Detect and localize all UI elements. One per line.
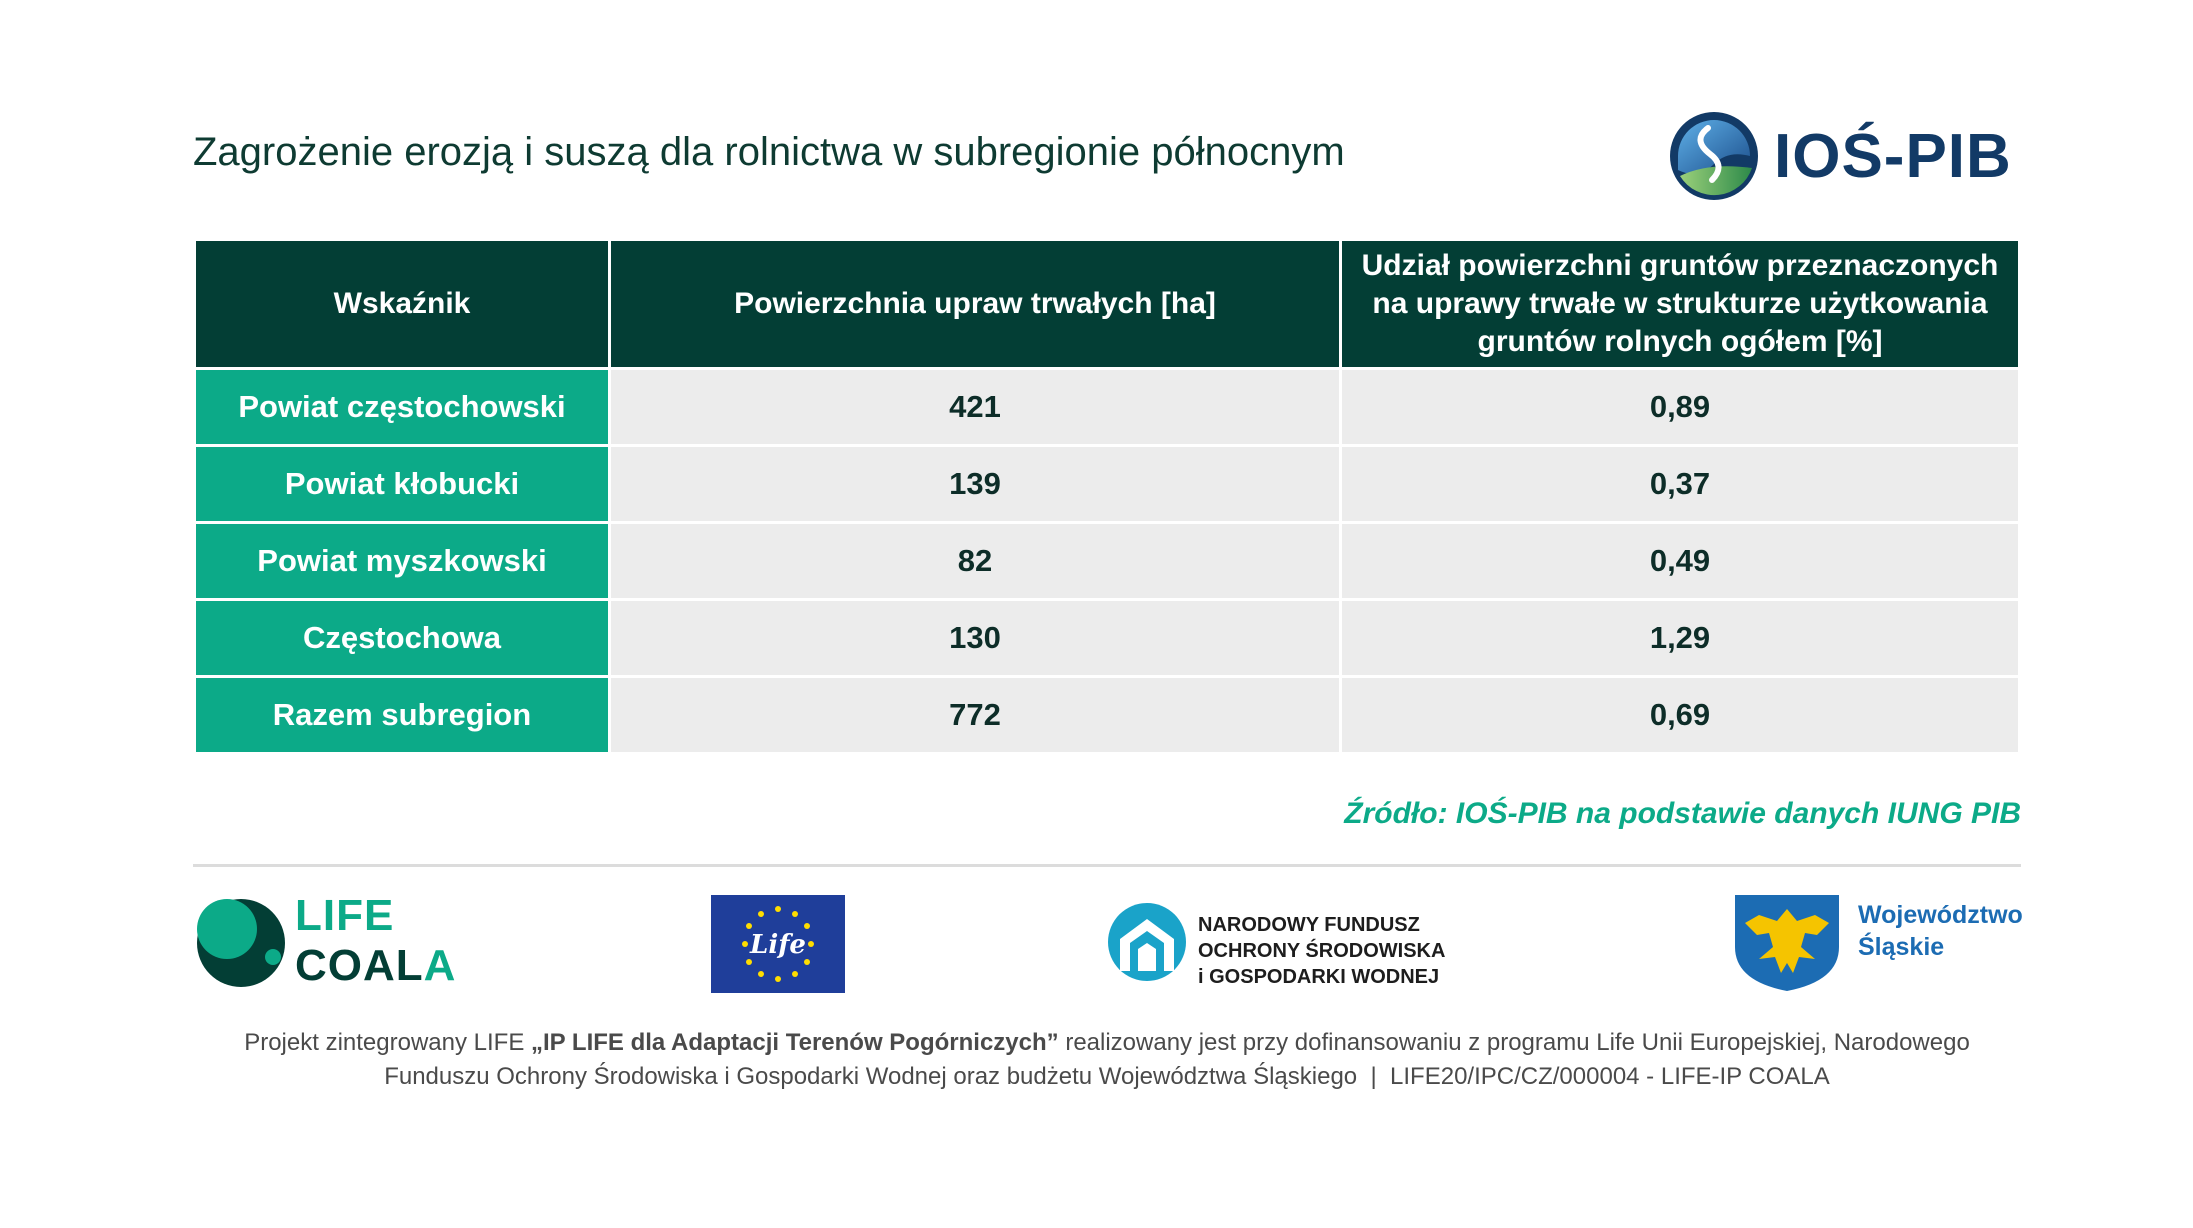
slaskie-logo [1731, 893, 1843, 998]
share-value: 1,29 [1339, 598, 2021, 678]
coala-text-accent: A [423, 941, 457, 990]
row-label: Powiat częstochowski [193, 367, 611, 447]
ios-pib-logo: IOŚ-PIB [1668, 110, 2012, 202]
eu-life-logo: Life [711, 895, 845, 998]
life-coala-emblem-icon [197, 899, 285, 987]
table-row: Powiat kłobucki 139 0,37 [193, 444, 2021, 524]
table-row: Powiat częstochowski 421 0,89 [193, 367, 2021, 447]
slaskie-eagle-crest-icon [1735, 895, 1839, 991]
nfosigw-emblem-icon [1108, 903, 1186, 981]
row-label: Częstochowa [193, 598, 611, 678]
page-title: Zagrożenie erozją i suszą dla rolnictwa … [193, 130, 1345, 174]
row-label: Powiat myszkowski [193, 521, 611, 601]
ios-pib-logo-text: IOŚ-PIB [1774, 121, 2012, 191]
area-value: 421 [608, 367, 1342, 447]
divider [193, 864, 2021, 867]
area-value: 82 [608, 521, 1342, 601]
life-text: LIFE [295, 891, 395, 940]
area-value: 139 [608, 444, 1342, 524]
header-area: Powierzchnia upraw trwałych [ha] [608, 238, 1342, 370]
footer-p1: Projekt zintegrowany LIFE [244, 1029, 531, 1056]
footer-line1: Projekt zintegrowany LIFE „IP LIFE dla A… [193, 1026, 2021, 1060]
eu-flag-icon: Life [711, 895, 845, 993]
nfosigw-line1: NARODOWY FUNDUSZ [1198, 914, 1420, 936]
footer-project-name: „IP LIFE dla Adaptacji Terenów Pogórnicz… [531, 1029, 1059, 1056]
table-row: Powiat myszkowski 82 0,49 [193, 521, 2021, 601]
nfosigw-line2: OCHRONY ŚRODOWISKA [1198, 940, 1446, 962]
life-coala-logo: LIFE COALA [193, 891, 455, 997]
data-table: Wskaźnik Powierzchnia upraw trwałych [ha… [193, 238, 2021, 755]
header-indicator: Wskaźnik [193, 238, 611, 370]
nfosigw-text: NARODOWY FUNDUSZ OCHRONY ŚRODOWISKA i GO… [1198, 912, 1445, 990]
row-label: Powiat kłobucki [193, 444, 611, 524]
footer-text: Projekt zintegrowany LIFE „IP LIFE dla A… [193, 1026, 2021, 1094]
header-share: Udział powierzchni gruntów przeznaczonyc… [1339, 238, 2021, 370]
share-value: 0,49 [1339, 521, 2021, 601]
footer-line2: Funduszu Ochrony Środowiska i Gospodarki… [384, 1063, 1830, 1090]
eu-life-text: Life [749, 930, 806, 960]
area-value: 130 [608, 598, 1342, 678]
table-header-row: Wskaźnik Powierzchnia upraw trwałych [ha… [193, 238, 2021, 370]
share-value: 0,69 [1339, 675, 2021, 755]
source-note: Źródło: IOŚ-PIB na podstawie danych IUNG… [1344, 797, 2021, 830]
footer-p3: realizowany jest przy dofinansowaniu z p… [1058, 1029, 1970, 1056]
slaskie-text: Województwo Śląskie [1858, 899, 2023, 963]
area-value: 772 [608, 675, 1342, 755]
table-row: Częstochowa 130 1,29 [193, 598, 2021, 678]
share-value: 0,37 [1339, 444, 2021, 524]
ios-pib-emblem-icon [1670, 112, 1758, 200]
coala-text: COALA [295, 943, 456, 989]
slaskie-line1: Województwo [1858, 901, 2023, 929]
table-row: Razem subregion 772 0,69 [193, 675, 2021, 755]
slaskie-line2: Śląskie [1858, 933, 1945, 961]
nfosigw-line3: i GOSPODARKI WODNEJ [1198, 966, 1440, 988]
share-value: 0,89 [1339, 367, 2021, 447]
nfosigw-logo [1106, 901, 1188, 988]
row-label: Razem subregion [193, 675, 611, 755]
coala-text-main: COAL [295, 941, 424, 990]
